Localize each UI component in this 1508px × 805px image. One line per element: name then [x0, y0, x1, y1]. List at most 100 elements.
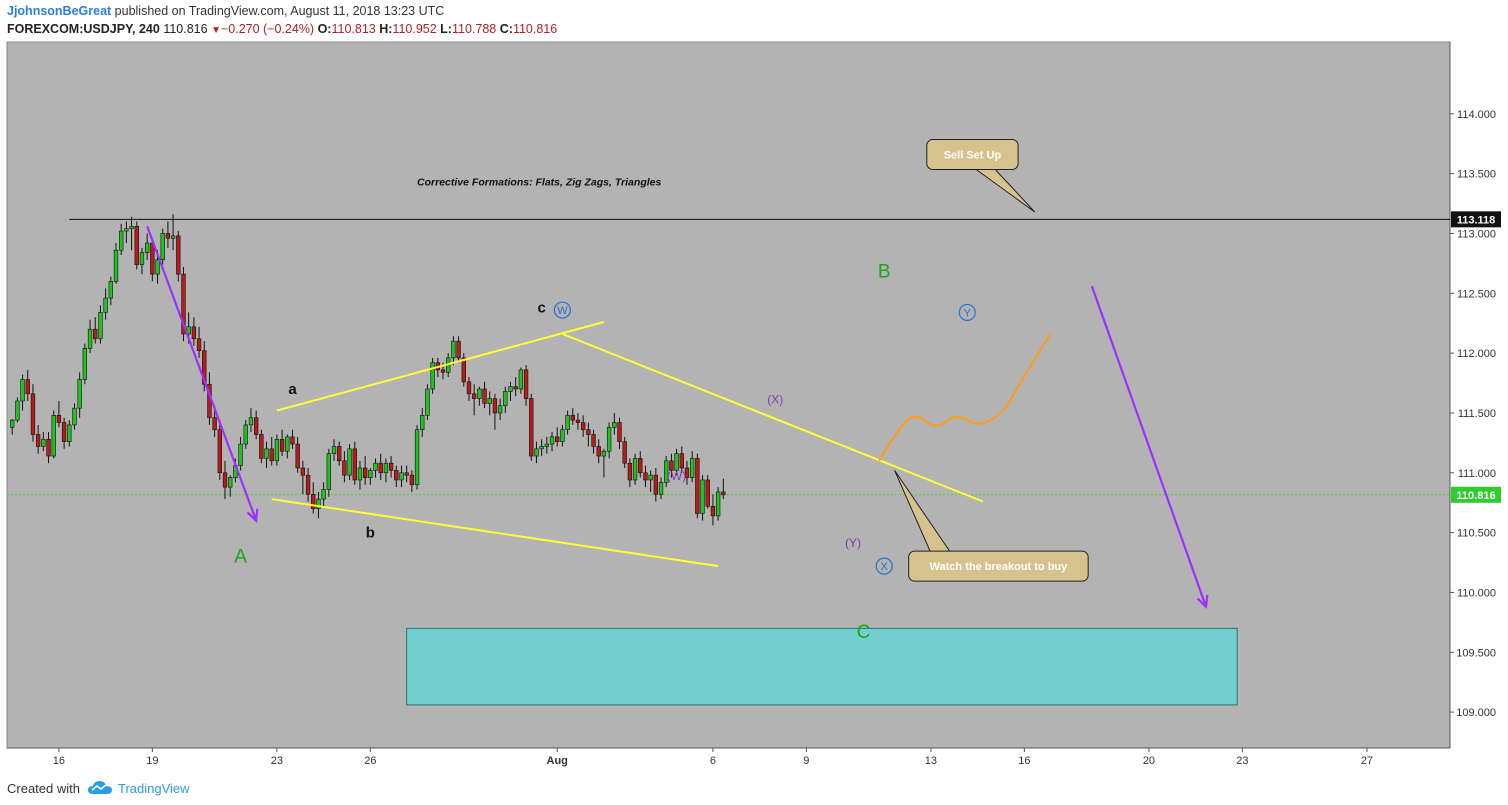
candle-body: [56, 415, 62, 423]
candle-body: [596, 446, 601, 457]
candle-body: [264, 448, 269, 459]
candle-body: [560, 429, 565, 442]
current-price-tag-bg: [1451, 486, 1501, 503]
candle-body: [440, 369, 446, 373]
candle-body: [679, 453, 684, 469]
candle-body: [471, 393, 477, 399]
wave-label-sub: (X): [767, 392, 783, 406]
candle-body: [368, 470, 373, 478]
candle-body: [72, 407, 77, 426]
candle-body: [217, 429, 222, 474]
candle-body: [202, 350, 207, 385]
x-tick-label: 16: [53, 755, 65, 767]
candle-body: [497, 405, 503, 414]
y-tick-label: 111.000: [1458, 468, 1496, 480]
footer: Created with TradingView: [7, 779, 190, 797]
callout-text: Sell Set Up: [944, 149, 1002, 161]
candle-body: [394, 470, 399, 481]
candle-body: [700, 479, 705, 514]
y-tick-label: 113.500: [1457, 169, 1496, 181]
y-tick-label: 112.000: [1457, 348, 1496, 360]
candle-body: [196, 338, 202, 352]
candle-body: [513, 386, 518, 390]
candle-body: [357, 467, 363, 481]
candle-body: [503, 391, 508, 407]
candle-body: [285, 436, 290, 452]
wave-label-major: C: [857, 622, 871, 643]
candle-body: [461, 357, 466, 383]
candle-body: [228, 477, 233, 488]
candle-body: [492, 398, 498, 414]
symbol-legend: FOREXCOM:USDJPY, 240 110.816 ▼−0.270 (−0…: [7, 22, 557, 38]
candle-body: [414, 429, 420, 486]
candle-body: [30, 393, 36, 435]
last-price: 110.816: [163, 22, 208, 36]
candle-body: [222, 472, 228, 488]
wave-circle-marker: [875, 557, 893, 575]
candle-body: [399, 472, 404, 481]
candle-body: [425, 388, 430, 416]
candle-body: [119, 230, 124, 251]
candle-body: [580, 422, 586, 431]
candle-body: [674, 453, 679, 471]
candle-body: [82, 348, 88, 380]
candle-body: [466, 381, 472, 395]
candle-body: [46, 438, 51, 457]
candle-body: [87, 328, 93, 349]
candle-body: [238, 443, 243, 466]
wave-circle-marker: [553, 301, 571, 319]
candle-body: [316, 498, 321, 509]
down-arrow-icon: ▼: [211, 25, 221, 36]
x-tick-label: 13: [925, 755, 937, 767]
candle-body: [420, 415, 425, 431]
candle-body: [539, 446, 544, 450]
candle-body: [347, 448, 352, 476]
candle-body: [176, 235, 181, 275]
candle-body: [529, 398, 534, 457]
high-value: 110.952: [392, 22, 437, 36]
candle-body: [715, 491, 721, 517]
candle-body: [259, 434, 264, 459]
candle-body: [612, 422, 617, 428]
publish-info: JjohnsonBeGreat published on TradingView…: [7, 4, 444, 20]
x-tick-label: 9: [803, 755, 809, 767]
yellow-trendline: [562, 333, 984, 503]
x-tick-label: 20: [1143, 755, 1155, 767]
publish-text: published on TradingView.com, August 11,…: [114, 4, 445, 18]
candle-body: [124, 228, 129, 232]
tradingview-brand[interactable]: TradingView: [117, 780, 190, 796]
candle-body: [129, 225, 134, 229]
tradingview-cloud-icon[interactable]: [87, 781, 112, 795]
symbol-name: FOREXCOM:USDJPY, 240: [7, 22, 160, 36]
candle-body: [326, 453, 331, 490]
time-axis: [7, 748, 1450, 770]
candle-body: [451, 340, 456, 359]
candle-body: [710, 505, 716, 517]
resistance-price-tag-bg: [1451, 211, 1501, 228]
candle-body: [695, 458, 700, 514]
close-value: 110.816: [512, 22, 558, 36]
publisher-name[interactable]: JjohnsonBeGreat: [7, 4, 112, 18]
candle-body: [25, 379, 30, 395]
candle-body: [388, 462, 394, 471]
candle-body: [305, 474, 311, 495]
candle-body: [279, 438, 285, 452]
candle-body: [508, 386, 513, 392]
candle-body: [373, 462, 378, 471]
low-label: L:: [440, 22, 452, 36]
candle-body: [290, 436, 295, 445]
candle-body: [534, 448, 539, 457]
candle-body: [321, 489, 326, 500]
x-tick-label: 23: [271, 755, 283, 767]
candle-body: [627, 462, 633, 481]
candle-body: [362, 467, 368, 478]
candle-body: [456, 340, 461, 359]
yellow-trendline: [271, 498, 719, 568]
candle-body: [67, 424, 72, 442]
candle-body: [518, 369, 524, 390]
high-label: H:: [379, 22, 393, 36]
y-tick-label: 113.000: [1457, 228, 1496, 240]
candle-body: [430, 362, 435, 390]
x-tick-label: 26: [364, 755, 376, 767]
